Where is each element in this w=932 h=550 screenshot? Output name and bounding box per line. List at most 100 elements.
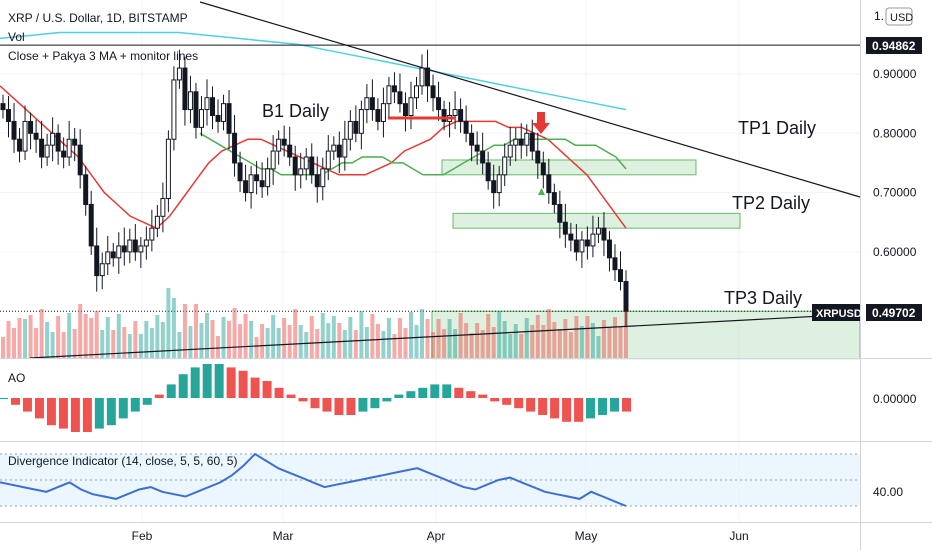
candle-body	[452, 109, 458, 117]
candle-body	[259, 180, 265, 188]
volume-bar	[353, 330, 358, 358]
candle-body	[331, 144, 337, 152]
b1-label: B1 Daily	[262, 101, 329, 121]
ao-histogram	[0, 364, 631, 432]
volume-bar	[612, 317, 617, 358]
volume-bar	[568, 332, 573, 358]
price-tick: 0.80000	[873, 126, 917, 140]
volume-bar	[624, 305, 628, 358]
volume-bar	[524, 318, 529, 358]
divergence-line	[0, 452, 627, 507]
volume-bar	[541, 325, 546, 358]
candle-body	[11, 120, 17, 140]
volume-bar	[116, 314, 121, 358]
candle-body	[50, 132, 56, 146]
volume-bar	[133, 321, 138, 358]
candle-body	[276, 138, 282, 152]
volume-bar	[425, 319, 430, 358]
ao-bar	[454, 387, 464, 398]
chart-title: XRP / U.S. Dollar, 1D, BITSTAMP	[8, 11, 188, 25]
volume-bar	[486, 314, 491, 358]
tp1-label: TP1 Daily	[738, 118, 816, 138]
price-tick: 0.70000	[873, 186, 917, 200]
time-tick: May	[575, 529, 598, 543]
volume-bar	[464, 323, 469, 358]
candle-body	[281, 138, 287, 146]
volume-bar	[342, 330, 347, 358]
volume-bar	[403, 328, 408, 358]
ao-bar	[250, 377, 260, 398]
candle-body	[105, 251, 111, 265]
ao-bar	[58, 398, 68, 429]
candle-body	[39, 138, 45, 158]
volume-bar	[447, 319, 452, 358]
volume-bar	[127, 334, 132, 358]
candle-body	[154, 215, 160, 229]
price-axis[interactable]: 0.90000 0.80000 0.70000 0.60000	[873, 67, 917, 259]
volume-bar	[431, 332, 436, 358]
volume-bar	[276, 328, 281, 358]
volume-bar	[138, 334, 143, 358]
volume-bar	[149, 328, 154, 358]
volume-bar	[546, 309, 551, 358]
volume-bar	[475, 323, 480, 358]
candle-body	[298, 168, 304, 176]
candle-body	[254, 174, 260, 182]
ao-bar	[418, 387, 428, 398]
ao-bar	[574, 398, 584, 422]
ao-bar	[70, 398, 80, 432]
volume-bar	[78, 304, 83, 358]
ao-bar	[622, 398, 631, 412]
candle-body	[386, 85, 392, 105]
ao-bar	[10, 398, 20, 405]
volume-bar	[574, 316, 579, 358]
volume-bar	[271, 315, 276, 358]
ao-bar	[142, 398, 152, 405]
volume-bar	[315, 329, 320, 358]
candle-body	[182, 67, 188, 111]
candle-body	[436, 97, 442, 111]
time-tick: Feb	[132, 529, 153, 543]
volume-bar	[508, 334, 513, 358]
ao-bar	[322, 398, 332, 412]
candle-body	[474, 144, 480, 152]
candle-body	[601, 227, 607, 241]
volume-bar	[6, 321, 11, 358]
divergence-label: Divergence Indicator (14, close, 5, 5, 6…	[8, 454, 237, 468]
candle-body	[469, 132, 475, 146]
volume-bar	[563, 319, 568, 358]
candle-body	[226, 103, 232, 134]
volume-bar	[23, 319, 28, 358]
candle-body	[149, 227, 155, 241]
trend-lines	[0, 1, 861, 359]
ao-bar	[118, 398, 128, 419]
ao-bar	[370, 398, 380, 409]
volume-bar	[436, 319, 441, 358]
volume-bar	[61, 332, 66, 358]
volume-bar	[249, 321, 254, 358]
divergence-tick: 40.00	[873, 485, 903, 499]
volume-bar	[39, 309, 44, 358]
candle-body	[353, 120, 359, 134]
time-axis[interactable]: Feb Mar Apr May Jun	[132, 529, 749, 543]
svg-text:0.49702: 0.49702	[872, 306, 916, 320]
volume-bar	[1, 337, 5, 358]
time-tick: Jun	[729, 529, 748, 543]
target-zone	[431, 310, 861, 360]
candle-body	[491, 180, 497, 194]
volume-bar	[260, 324, 265, 358]
ao-bar	[154, 394, 164, 398]
ao-bar	[310, 398, 320, 409]
volume-bar	[155, 315, 160, 358]
ao-bar	[238, 370, 248, 398]
candle-body	[72, 138, 78, 146]
price-tick: 0.60000	[873, 245, 917, 259]
ao-bar	[550, 398, 560, 419]
volume-bar	[243, 314, 248, 358]
candle-body	[215, 115, 221, 122]
currency-button[interactable]: USD	[885, 7, 913, 26]
candle-body	[524, 132, 530, 146]
volume-bar	[453, 329, 458, 358]
candle-body	[237, 162, 243, 182]
